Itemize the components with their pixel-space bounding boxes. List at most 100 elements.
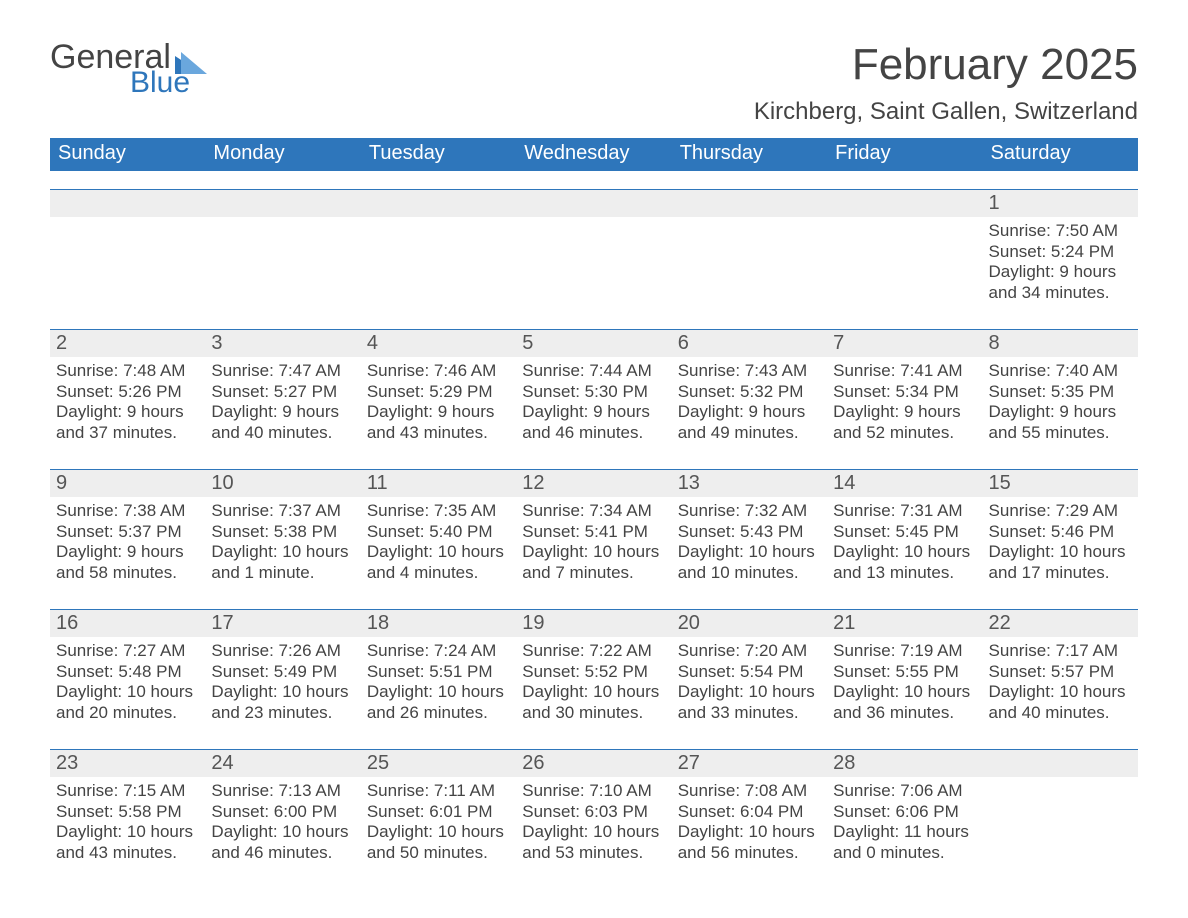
- daynum: 14: [827, 470, 982, 497]
- dow-saturday: Saturday: [983, 138, 1138, 171]
- day-detail: Sunrise: 7:34 AMSunset: 5:41 PMDaylight:…: [516, 497, 671, 591]
- week-3-details: Sunrise: 7:38 AMSunset: 5:37 PMDaylight:…: [50, 497, 1138, 591]
- week-5: 23 24 25 26 27 28 Sunrise: 7:15 AMSunset…: [50, 731, 1138, 871]
- day-detail: Sunrise: 7:44 AMSunset: 5:30 PMDaylight:…: [516, 357, 671, 451]
- daynum: 4: [361, 330, 516, 357]
- day-detail: [983, 777, 1138, 871]
- day-detail: Sunrise: 7:22 AMSunset: 5:52 PMDaylight:…: [516, 637, 671, 731]
- header-row: General Blue February 2025 Kirchberg, Sa…: [50, 40, 1138, 126]
- day-detail: Sunrise: 7:47 AMSunset: 5:27 PMDaylight:…: [205, 357, 360, 451]
- brand-logo-top: General: [50, 40, 207, 74]
- day-detail: Sunrise: 7:08 AMSunset: 6:04 PMDaylight:…: [672, 777, 827, 871]
- daynum: 8: [983, 330, 1138, 357]
- daynum: 21: [827, 610, 982, 637]
- daynum: 17: [205, 610, 360, 637]
- daynum: [361, 190, 516, 217]
- dow-thursday: Thursday: [672, 138, 827, 171]
- day-detail: Sunrise: 7:31 AMSunset: 5:45 PMDaylight:…: [827, 497, 982, 591]
- week-2-daynums: 2 3 4 5 6 7 8: [50, 329, 1138, 357]
- week-1-daynums: 1: [50, 189, 1138, 217]
- dow-wednesday: Wednesday: [516, 138, 671, 171]
- week-4: 16 17 18 19 20 21 22 Sunrise: 7:27 AMSun…: [50, 591, 1138, 731]
- daynum: 11: [361, 470, 516, 497]
- brand-triangle-icon: [175, 52, 207, 74]
- daynum: 23: [50, 750, 205, 777]
- day-detail: Sunrise: 7:06 AMSunset: 6:06 PMDaylight:…: [827, 777, 982, 871]
- daynum: 1: [983, 190, 1138, 217]
- calendar-page: General Blue February 2025 Kirchberg, Sa…: [0, 0, 1188, 911]
- day-detail: Sunrise: 7:35 AMSunset: 5:40 PMDaylight:…: [361, 497, 516, 591]
- daynum: 3: [205, 330, 360, 357]
- daynum: [672, 190, 827, 217]
- day-detail: Sunrise: 7:11 AMSunset: 6:01 PMDaylight:…: [361, 777, 516, 871]
- day-detail: Sunrise: 7:46 AMSunset: 5:29 PMDaylight:…: [361, 357, 516, 451]
- daynum: 10: [205, 470, 360, 497]
- week-1-details: Sunrise: 7:50 AMSunset: 5:24 PMDaylight:…: [50, 217, 1138, 311]
- week-5-details: Sunrise: 7:15 AMSunset: 5:58 PMDaylight:…: [50, 777, 1138, 871]
- day-detail: Sunrise: 7:43 AMSunset: 5:32 PMDaylight:…: [672, 357, 827, 451]
- daynum: 26: [516, 750, 671, 777]
- day-detail: Sunrise: 7:32 AMSunset: 5:43 PMDaylight:…: [672, 497, 827, 591]
- daynum: 28: [827, 750, 982, 777]
- week-3-daynums: 9 10 11 12 13 14 15: [50, 469, 1138, 497]
- week-5-daynums: 23 24 25 26 27 28: [50, 749, 1138, 777]
- dow-tuesday: Tuesday: [361, 138, 516, 171]
- day-detail: Sunrise: 7:27 AMSunset: 5:48 PMDaylight:…: [50, 637, 205, 731]
- day-of-week-header: Sunday Monday Tuesday Wednesday Thursday…: [50, 138, 1138, 171]
- daynum: 22: [983, 610, 1138, 637]
- daynum: [50, 190, 205, 217]
- dow-sunday: Sunday: [50, 138, 205, 171]
- day-detail: Sunrise: 7:10 AMSunset: 6:03 PMDaylight:…: [516, 777, 671, 871]
- day-detail: [361, 217, 516, 311]
- daynum: 5: [516, 330, 671, 357]
- daynum: 15: [983, 470, 1138, 497]
- calendar-grid: Sunday Monday Tuesday Wednesday Thursday…: [50, 138, 1138, 871]
- day-detail: Sunrise: 7:19 AMSunset: 5:55 PMDaylight:…: [827, 637, 982, 731]
- day-detail: [672, 217, 827, 311]
- daynum: [516, 190, 671, 217]
- day-detail: Sunrise: 7:50 AMSunset: 5:24 PMDaylight:…: [983, 217, 1138, 311]
- daynum: 25: [361, 750, 516, 777]
- day-detail: [205, 217, 360, 311]
- week-1: 1 Sunrise: 7:50 AMSunset: 5:24 PMDayligh…: [50, 171, 1138, 311]
- daynum: 12: [516, 470, 671, 497]
- daynum: 19: [516, 610, 671, 637]
- day-detail: Sunrise: 7:17 AMSunset: 5:57 PMDaylight:…: [983, 637, 1138, 731]
- day-detail: [50, 217, 205, 311]
- daynum: 9: [50, 470, 205, 497]
- week-3: 9 10 11 12 13 14 15 Sunrise: 7:38 AMSuns…: [50, 451, 1138, 591]
- day-detail: Sunrise: 7:40 AMSunset: 5:35 PMDaylight:…: [983, 357, 1138, 451]
- day-detail: Sunrise: 7:41 AMSunset: 5:34 PMDaylight:…: [827, 357, 982, 451]
- daynum: 27: [672, 750, 827, 777]
- week-2-details: Sunrise: 7:48 AMSunset: 5:26 PMDaylight:…: [50, 357, 1138, 451]
- location-subtitle: Kirchberg, Saint Gallen, Switzerland: [754, 98, 1138, 126]
- daynum: 6: [672, 330, 827, 357]
- daynum: 13: [672, 470, 827, 497]
- title-block: February 2025 Kirchberg, Saint Gallen, S…: [754, 40, 1138, 126]
- dow-friday: Friday: [827, 138, 982, 171]
- daynum: 7: [827, 330, 982, 357]
- week-2: 2 3 4 5 6 7 8 Sunrise: 7:48 AMSunset: 5:…: [50, 311, 1138, 451]
- week-4-details: Sunrise: 7:27 AMSunset: 5:48 PMDaylight:…: [50, 637, 1138, 731]
- day-detail: Sunrise: 7:15 AMSunset: 5:58 PMDaylight:…: [50, 777, 205, 871]
- day-detail: Sunrise: 7:26 AMSunset: 5:49 PMDaylight:…: [205, 637, 360, 731]
- daynum: [983, 750, 1138, 777]
- day-detail: Sunrise: 7:13 AMSunset: 6:00 PMDaylight:…: [205, 777, 360, 871]
- day-detail: Sunrise: 7:37 AMSunset: 5:38 PMDaylight:…: [205, 497, 360, 591]
- day-detail: Sunrise: 7:38 AMSunset: 5:37 PMDaylight:…: [50, 497, 205, 591]
- daynum: [205, 190, 360, 217]
- brand-logo: General Blue: [50, 40, 207, 98]
- daynum: 18: [361, 610, 516, 637]
- day-detail: Sunrise: 7:24 AMSunset: 5:51 PMDaylight:…: [361, 637, 516, 731]
- day-detail: [516, 217, 671, 311]
- month-title: February 2025: [754, 40, 1138, 90]
- day-detail: Sunrise: 7:20 AMSunset: 5:54 PMDaylight:…: [672, 637, 827, 731]
- daynum: [827, 190, 982, 217]
- daynum: 24: [205, 750, 360, 777]
- day-detail: Sunrise: 7:48 AMSunset: 5:26 PMDaylight:…: [50, 357, 205, 451]
- day-detail: [827, 217, 982, 311]
- day-detail: Sunrise: 7:29 AMSunset: 5:46 PMDaylight:…: [983, 497, 1138, 591]
- daynum: 2: [50, 330, 205, 357]
- week-4-daynums: 16 17 18 19 20 21 22: [50, 609, 1138, 637]
- daynum: 16: [50, 610, 205, 637]
